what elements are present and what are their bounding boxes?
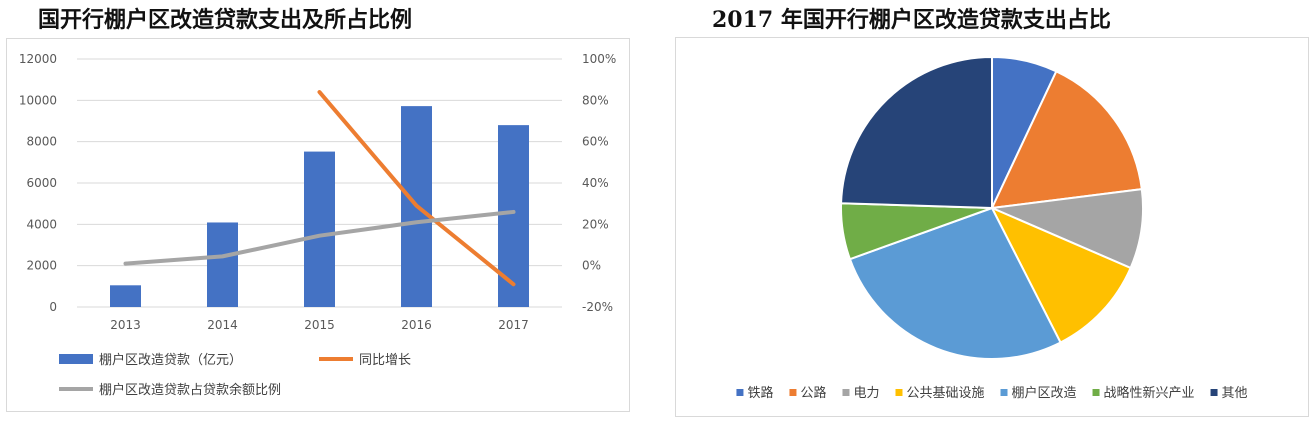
bar <box>110 285 141 307</box>
y-tick-label: 0 <box>49 300 57 314</box>
legend-swatch <box>59 354 93 364</box>
y-tick-label: 10000 <box>19 93 57 107</box>
pie-slice <box>840 55 993 210</box>
legend-swatch <box>895 389 903 396</box>
legend-label: 棚户区改造贷款（亿元） <box>99 352 242 368</box>
pie-slice <box>990 70 1143 210</box>
pie-slice <box>989 205 1132 344</box>
x-tick-label: 2014 <box>207 318 238 332</box>
y2-tick-label: 60% <box>582 135 609 149</box>
legend-label: 战略性新兴产业 <box>1104 385 1195 401</box>
pie-chart: 铁路 公路 电力 公共基础设施 棚户区改造 战略性新兴产业 其他 <box>736 55 1248 401</box>
legend-label: 电力 <box>853 386 879 401</box>
bar <box>498 125 529 307</box>
bar <box>207 222 238 307</box>
legend-swatch <box>736 389 744 396</box>
legend-swatch <box>1092 389 1100 396</box>
combo-chart-panel: 0 2000 4000 6000 8000 10000 12000 -20% 0% 20% 40% 6… <box>6 38 630 412</box>
y-tick-label: 12000 <box>19 52 57 66</box>
right-chart-title: 2017 年国开行棚户区改造贷款支出占比 <box>712 7 1111 33</box>
legend-swatch <box>1210 389 1218 396</box>
y2-tick-label: 0% <box>582 259 601 273</box>
legend-label: 棚户区改造 <box>1012 385 1077 401</box>
legend-label: 棚户区改造贷款占贷款余额比例 <box>99 382 281 398</box>
y-tick-label: 2000 <box>26 259 57 273</box>
share-line <box>123 209 516 266</box>
y2-tick-label: 20% <box>582 217 609 231</box>
y2-tick-label: -20% <box>582 300 613 314</box>
pie-legend: 铁路 公路 电力 公共基础设施 棚户区改造 战略性新兴产业 其他 <box>736 385 1248 401</box>
x-tick-label: 2015 <box>304 318 335 332</box>
legend-label: 铁路 <box>747 385 773 401</box>
legend-label: 同比增长 <box>359 353 411 368</box>
combo-chart: 0 2000 4000 6000 8000 10000 12000 -20% 0% 20% 40% 6… <box>19 52 617 398</box>
left-chart-title: 国开行棚户区改造贷款支出及所占比例 <box>38 7 413 33</box>
x-tick-label: 2017 <box>498 318 529 332</box>
pie-chart-panel: 铁路 公路 电力 公共基础设施 棚户区改造 战略性新兴产业 其他 <box>675 37 1309 417</box>
pie-slice <box>848 206 1062 360</box>
y2-tick-label: 40% <box>582 176 609 190</box>
y-tick-label: 6000 <box>26 176 57 190</box>
legend-label: 公路 <box>800 385 826 401</box>
y-tick-label: 8000 <box>26 135 57 149</box>
legend-swatch <box>789 389 797 396</box>
legend-swatch <box>1000 389 1008 396</box>
growth-line <box>317 90 516 287</box>
legend-label: 公共基础设施 <box>906 386 984 401</box>
bar <box>304 151 335 307</box>
legend-label: 其他 <box>1222 386 1248 401</box>
y2-tick-label: 100% <box>582 52 616 66</box>
x-tick-label: 2013 <box>110 318 141 332</box>
x-tick-label: 2016 <box>401 318 432 332</box>
y-tick-label: 4000 <box>26 217 57 231</box>
y2-tick-label: 80% <box>582 93 609 107</box>
legend-swatch <box>842 389 850 396</box>
